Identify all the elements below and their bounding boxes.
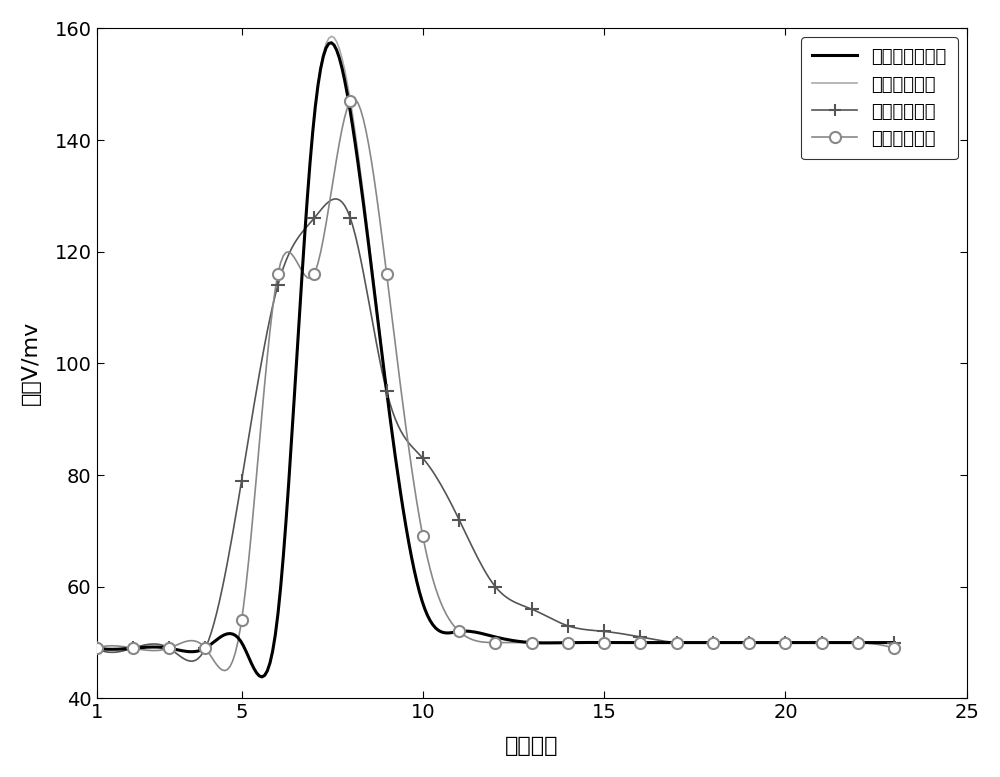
经验模型曲线 (819, 638, 831, 647)
Line: 经验模型曲线: 经验模型曲线 (97, 99, 894, 671)
多项式拟合曲线 (768, 638, 780, 647)
真实电压曲线 (819, 638, 831, 647)
经验模型曲线 (568, 638, 580, 647)
经验模型曲线 (91, 643, 103, 653)
真实电压曲线 (325, 32, 337, 41)
Legend: 多项式拟合曲线, 真实电压曲线, 整体拟合曲线, 经验模型曲线: 多项式拟合曲线, 真实电压曲线, 整体拟合曲线, 经验模型曲线 (801, 37, 958, 159)
多项式拟合曲线 (571, 638, 583, 647)
真实电压曲线 (568, 638, 580, 647)
多项式拟合曲线 (91, 643, 103, 653)
Line: 真实电压曲线: 真实电压曲线 (97, 37, 894, 677)
多项式拟合曲线 (256, 672, 268, 681)
Line: 整体拟合曲线: 整体拟合曲线 (97, 199, 894, 661)
整体拟合曲线 (768, 638, 780, 647)
多项式拟合曲线 (584, 638, 596, 647)
经验模型曲线 (584, 638, 596, 647)
经验模型曲线 (888, 643, 900, 653)
真实电压曲线 (93, 644, 105, 653)
真实电压曲线 (91, 643, 103, 653)
多项式拟合曲线 (325, 38, 337, 47)
经验模型曲线 (93, 643, 105, 652)
真实电压曲线 (571, 638, 583, 647)
经验模型曲线 (347, 94, 359, 103)
整体拟合曲线 (93, 645, 105, 654)
真实电压曲线 (888, 638, 900, 647)
整体拟合曲线 (571, 623, 583, 632)
多项式拟合曲线 (888, 638, 900, 647)
X-axis label: 采样数据: 采样数据 (505, 736, 558, 756)
真实电压曲线 (584, 638, 596, 647)
Line: 多项式拟合曲线: 多项式拟合曲线 (97, 43, 894, 677)
整体拟合曲线 (568, 623, 580, 632)
多项式拟合曲线 (819, 638, 831, 647)
整体拟合曲线 (819, 638, 831, 647)
经验模型曲线 (768, 638, 780, 647)
真实电压曲线 (768, 638, 780, 647)
多项式拟合曲线 (93, 644, 105, 653)
整体拟合曲线 (331, 194, 343, 204)
整体拟合曲线 (91, 643, 103, 653)
Y-axis label: 电压V/mv: 电压V/mv (21, 321, 41, 406)
整体拟合曲线 (888, 638, 900, 647)
整体拟合曲线 (584, 625, 596, 635)
多项式拟合曲线 (568, 638, 580, 647)
真实电压曲线 (256, 672, 268, 681)
整体拟合曲线 (187, 657, 199, 666)
经验模型曲线 (571, 638, 583, 647)
经验模型曲线 (219, 666, 231, 675)
